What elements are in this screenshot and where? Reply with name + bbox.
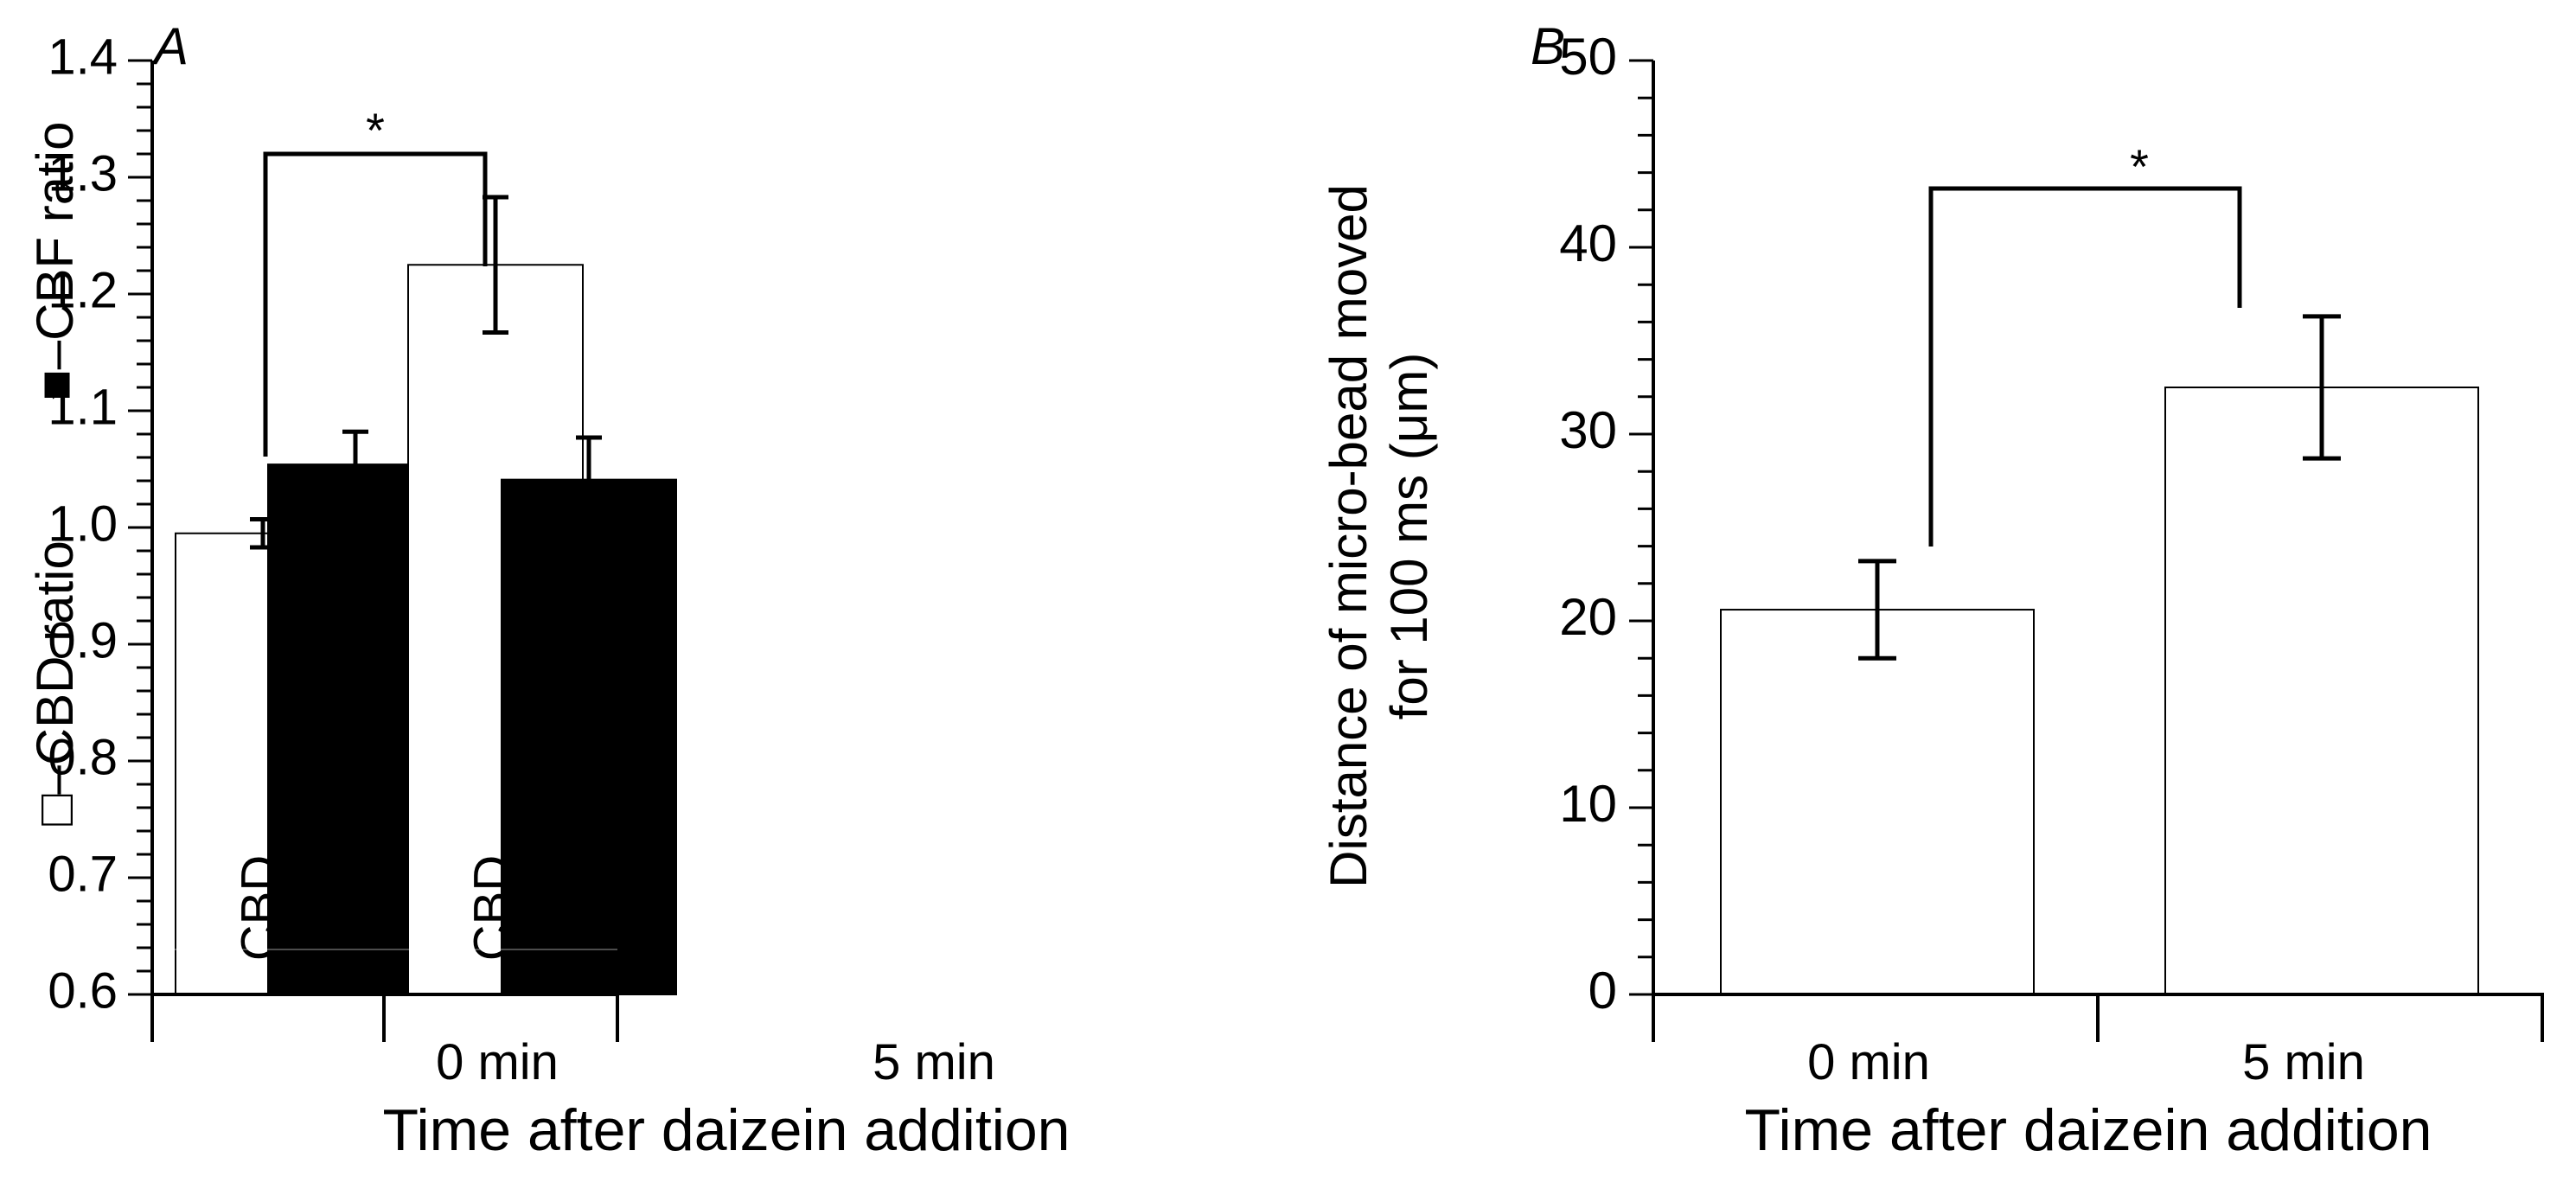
panel-b-xlabel: Time after daizein addition xyxy=(1744,1097,2432,1163)
y-tick-label: 0 xyxy=(1588,962,1617,1020)
bar-distance xyxy=(1720,609,2035,995)
y-tick-label: 1.3 xyxy=(48,145,118,201)
panel-a-category-label: 0 min xyxy=(436,1034,559,1090)
significance-marker: * xyxy=(2130,139,2149,194)
panel-a-chart: A □–CBD ratio ■–CBF ratio CBD CBF CBD CBF 0… xyxy=(26,17,1071,1163)
significance-bracket xyxy=(263,151,488,457)
bar-distance xyxy=(2164,387,2479,995)
legend-cbf-ratio: ■–CBF ratio xyxy=(26,122,84,401)
y-tick-label: 0.8 xyxy=(48,729,118,785)
y-tick-label: 1.0 xyxy=(48,495,118,552)
y-tick-label: 1.4 xyxy=(48,29,118,85)
panel-a-ylabel: □–CBD ratio ■–CBF ratio xyxy=(26,122,84,826)
bar-label-cbf: CBF xyxy=(323,858,380,958)
panel-a-category-label: 5 min xyxy=(873,1034,995,1090)
y-tick-label: 1.2 xyxy=(48,262,118,318)
y-tick-label: 30 xyxy=(1559,401,1617,459)
panel-a-label: A xyxy=(151,17,189,75)
panel-b-category-label: 0 min xyxy=(1807,1034,1930,1090)
bar-label-cbd: CBD xyxy=(231,855,287,961)
y-tick-label: 1.1 xyxy=(48,379,118,435)
y-tick-label: 0.6 xyxy=(48,962,118,1019)
panel-b-ylabel-line2: for 100 ms (μm) xyxy=(1380,353,1438,720)
y-tick-label: 40 xyxy=(1559,214,1617,272)
significance-bracket xyxy=(1928,186,2242,547)
y-tick-label: 0.9 xyxy=(48,612,118,668)
y-tick-label: 20 xyxy=(1559,588,1617,646)
panel-b-ylabel-line1: Distance of micro-bead moved xyxy=(1320,184,1377,888)
bar-label-cbf: CBF xyxy=(557,858,613,958)
panel-b-chart: B Distance of micro-bead moved for 100 m… xyxy=(1320,17,2544,1163)
panel-a-xlabel: Time after daizein addition xyxy=(382,1097,1070,1163)
y-tick-label: 50 xyxy=(1559,28,1617,86)
significance-marker: * xyxy=(366,103,385,157)
bar-label-cbd: CBD xyxy=(463,855,520,961)
y-tick-label: 0.7 xyxy=(48,846,118,902)
panel-b-ylabel: Distance of micro-bead moved for 100 ms … xyxy=(1320,184,1438,888)
y-tick-label: 10 xyxy=(1559,775,1617,833)
panel-b-label: B xyxy=(1531,17,1565,75)
panel-b-category-label: 5 min xyxy=(2242,1034,2365,1090)
legend-cbd-ratio: □–CBD ratio xyxy=(26,540,84,826)
